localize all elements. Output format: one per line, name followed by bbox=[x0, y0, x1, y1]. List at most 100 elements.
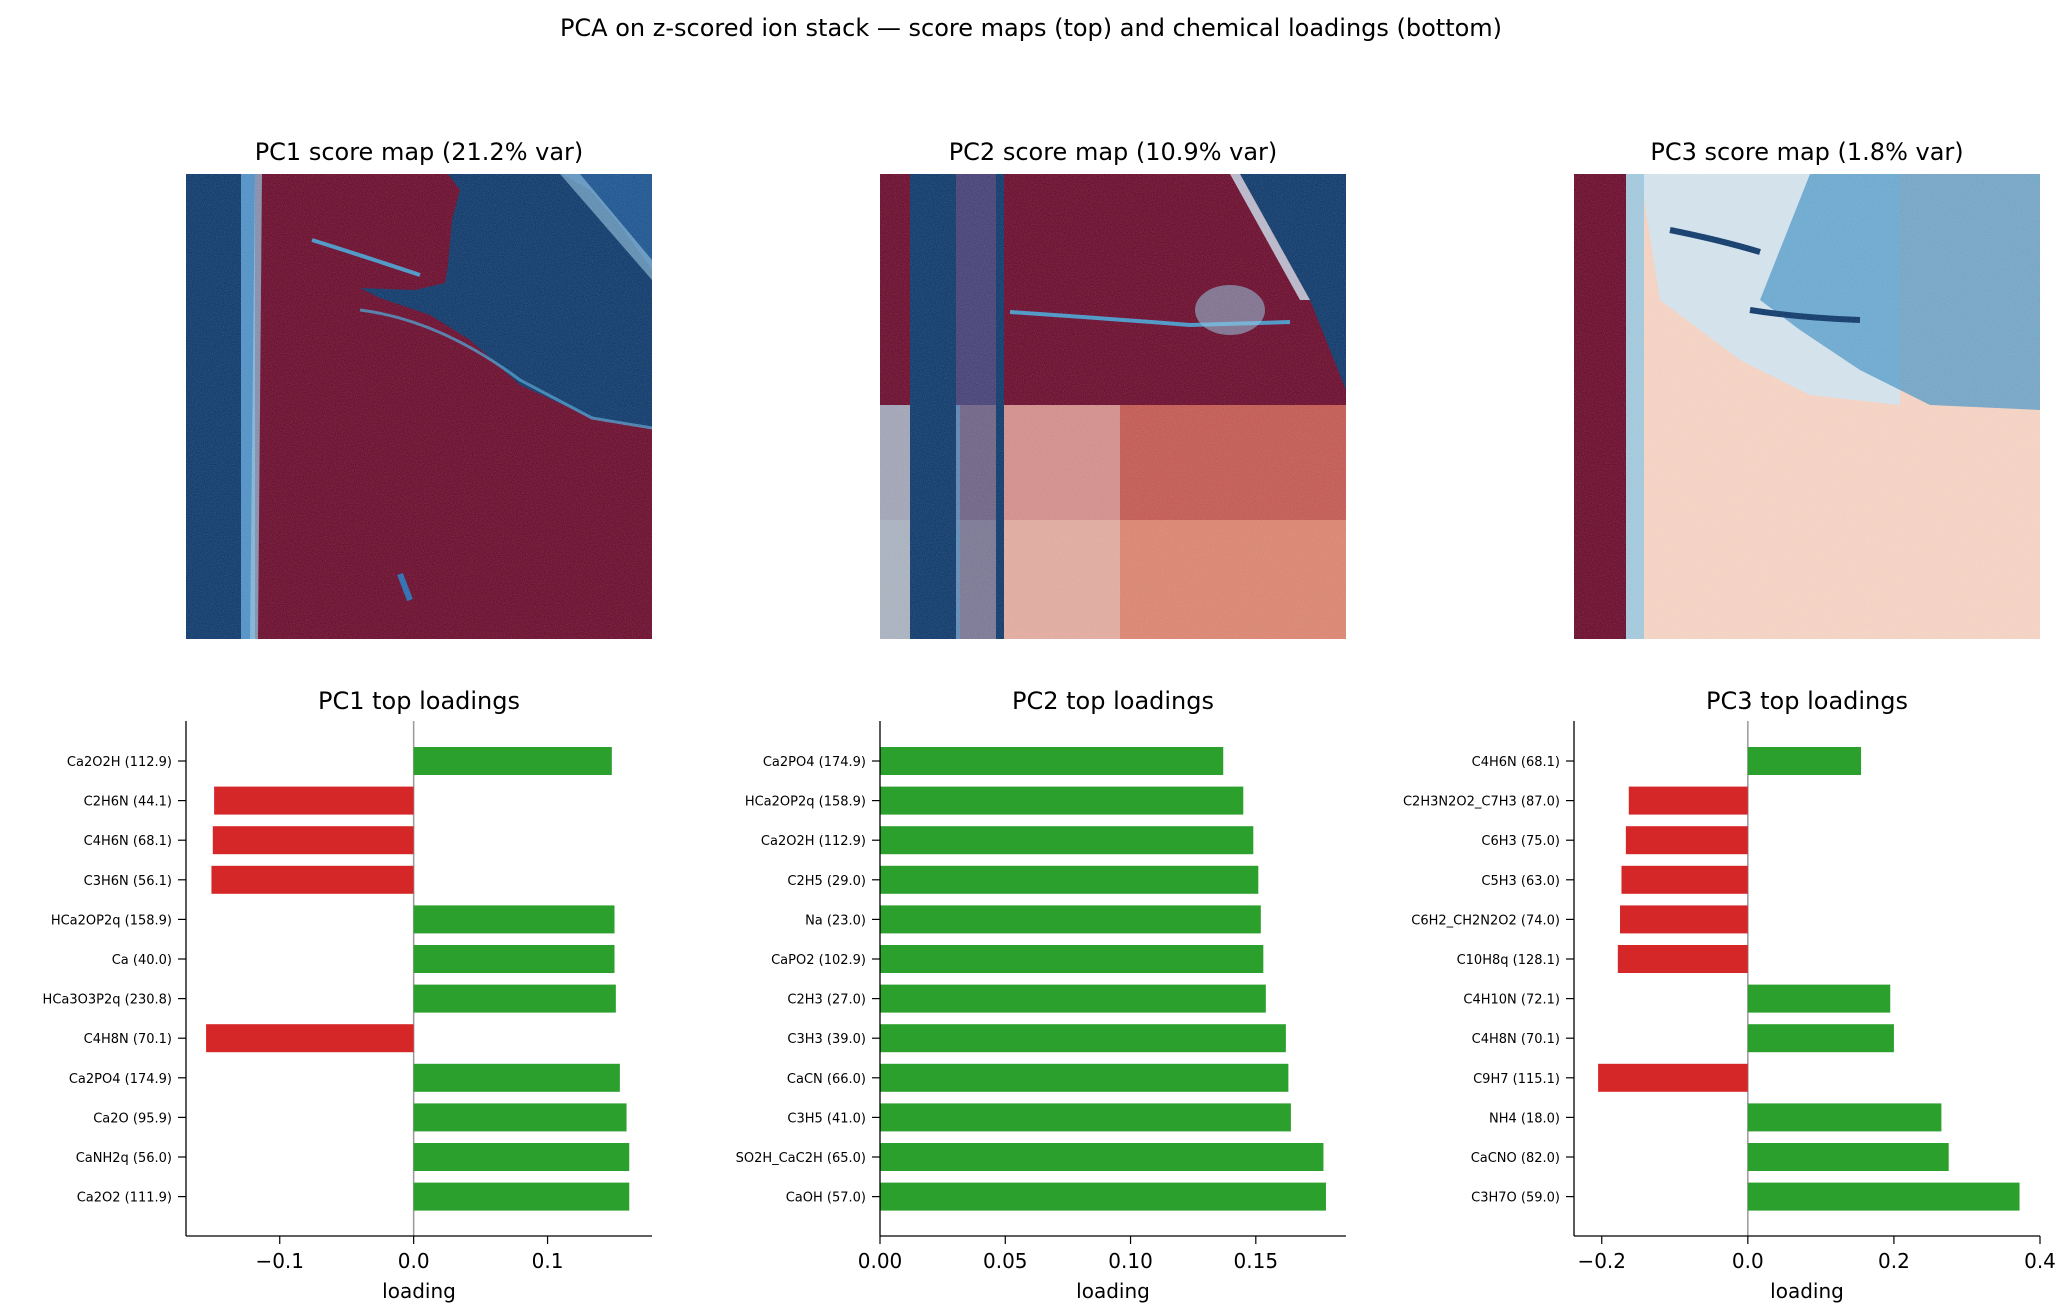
score-map-image bbox=[186, 174, 652, 639]
x-tick-label: 0.05 bbox=[983, 1249, 1028, 1273]
loading-bar bbox=[880, 1103, 1291, 1132]
loading-bar bbox=[880, 1063, 1289, 1092]
x-tick-label: 0.10 bbox=[1108, 1249, 1153, 1273]
loading-bar bbox=[413, 747, 612, 775]
score-map-title: PC3 score map (1.8% var) bbox=[1650, 138, 1963, 166]
loading-bar bbox=[880, 1182, 1326, 1211]
category-label: Ca2PO4 (174.9) bbox=[763, 755, 866, 770]
score-map-pc3: PC3 score map (1.8% var) bbox=[1574, 138, 2040, 639]
category-label: C2H5 (29.0) bbox=[787, 874, 866, 889]
category-label: C9H7 (115.1) bbox=[1473, 1072, 1560, 1087]
loading-bar bbox=[880, 865, 1259, 894]
category-label: C4H10N (72.1) bbox=[1463, 993, 1560, 1008]
category-label: C2H3 (27.0) bbox=[787, 993, 866, 1008]
loading-bar bbox=[1747, 747, 1862, 775]
category-label: NH4 (18.0) bbox=[1489, 1111, 1560, 1126]
category-label: C3H3 (39.0) bbox=[787, 1032, 866, 1047]
category-label: C4H8N (70.1) bbox=[1472, 1032, 1560, 1047]
loading-bar bbox=[1747, 1024, 1894, 1053]
x-tick-label: −0.1 bbox=[255, 1249, 304, 1273]
x-tick-label: 0.00 bbox=[858, 1249, 903, 1273]
chart-title: PC2 top loadings bbox=[1012, 687, 1214, 715]
loading-bar bbox=[1747, 1182, 2020, 1211]
category-label: CaOH (57.0) bbox=[786, 1191, 866, 1206]
x-tick-label: 0.4 bbox=[2024, 1249, 2056, 1273]
loading-bar bbox=[880, 747, 1224, 775]
loadings-chart-pc2: PC2 top loadings Ca2PO4 (174.9) HCa2OP2q (… bbox=[736, 687, 1346, 1303]
loading-bar bbox=[413, 1182, 630, 1211]
loading-bar bbox=[1628, 786, 1748, 815]
x-axis-label: loading bbox=[1770, 1279, 1844, 1303]
category-label: HCa3O3P2q (230.8) bbox=[43, 993, 172, 1008]
loading-bar bbox=[880, 905, 1261, 934]
score-map-title: PC1 score map (21.2% var) bbox=[255, 138, 584, 166]
loading-bar bbox=[413, 1143, 630, 1171]
loading-bar bbox=[1625, 826, 1748, 855]
loading-bar bbox=[1747, 984, 1891, 1013]
x-axis-label: loading bbox=[1076, 1279, 1150, 1303]
category-label: C3H7O (59.0) bbox=[1471, 1191, 1560, 1206]
loading-bar bbox=[880, 1143, 1324, 1171]
category-label: Ca2O2 (111.9) bbox=[77, 1191, 172, 1206]
loading-bar bbox=[880, 984, 1266, 1013]
score-map-pc2: PC2 score map (10.9% var) bbox=[880, 138, 1346, 639]
x-tick-label: 0.0 bbox=[1732, 1249, 1764, 1273]
x-tick-label: 0.15 bbox=[1234, 1249, 1279, 1273]
loading-bar bbox=[211, 865, 414, 894]
loading-bar bbox=[1617, 945, 1748, 973]
chart-title: PC1 top loadings bbox=[318, 687, 520, 715]
score-map-image bbox=[1574, 174, 2040, 639]
category-label: C2H6N (44.1) bbox=[84, 795, 172, 810]
category-label: SO2H_CaC2H (65.0) bbox=[736, 1151, 866, 1166]
loading-bar bbox=[413, 1063, 620, 1092]
loading-bar bbox=[880, 945, 1264, 973]
loading-bar bbox=[214, 786, 414, 815]
category-label: CaNH2q (56.0) bbox=[76, 1151, 172, 1166]
x-tick-label: 0.0 bbox=[398, 1249, 430, 1273]
category-label: HCa2OP2q (158.9) bbox=[745, 795, 866, 810]
category-label: Ca2PO4 (174.9) bbox=[69, 1072, 172, 1087]
loading-bar bbox=[880, 1024, 1286, 1053]
category-label: CaPO2 (102.9) bbox=[771, 953, 866, 968]
category-label: Ca2O (95.9) bbox=[93, 1111, 172, 1126]
x-tick-label: 0.1 bbox=[532, 1249, 564, 1273]
category-label: Ca (40.0) bbox=[112, 953, 172, 968]
category-label: Na (23.0) bbox=[805, 913, 866, 928]
loading-bar bbox=[413, 945, 615, 973]
score-map-pc1: PC1 score map (21.2% var) bbox=[186, 138, 652, 639]
category-label: C5H3 (63.0) bbox=[1481, 874, 1560, 889]
loading-bar bbox=[1621, 865, 1748, 894]
loading-bar bbox=[212, 826, 414, 855]
category-label: CaCN (66.0) bbox=[787, 1072, 866, 1087]
score-map-title: PC2 score map (10.9% var) bbox=[949, 138, 1278, 166]
loading-bar bbox=[413, 905, 615, 934]
category-label: C4H8N (70.1) bbox=[84, 1032, 172, 1047]
loading-bar bbox=[1598, 1063, 1748, 1092]
category-label: C4H6N (68.1) bbox=[84, 834, 172, 849]
x-axis-label: loading bbox=[382, 1279, 456, 1303]
loading-bar bbox=[1747, 1103, 1942, 1132]
loadings-chart-pc3: PC3 top loadings C4H6N (68.1) C2H3N2O2_C7H… bbox=[1403, 687, 2056, 1303]
category-label: C2H3N2O2_C7H3 (87.0) bbox=[1403, 795, 1560, 810]
loading-bar bbox=[1747, 1143, 1949, 1171]
category-label: CaCNO (82.0) bbox=[1471, 1151, 1560, 1166]
category-label: C6H2_CH2N2O2 (74.0) bbox=[1411, 913, 1560, 928]
figure-suptitle: PCA on z-scored ion stack — score maps (… bbox=[560, 14, 1502, 42]
chart-title: PC3 top loadings bbox=[1706, 687, 1908, 715]
category-label: C3H6N (56.1) bbox=[84, 874, 172, 889]
category-label: HCa2OP2q (158.9) bbox=[51, 913, 172, 928]
x-tick-label: −0.2 bbox=[1577, 1249, 1626, 1273]
loading-bar bbox=[1620, 905, 1748, 934]
loading-bar bbox=[413, 984, 616, 1013]
category-label: C10H8q (128.1) bbox=[1457, 953, 1560, 968]
loading-bar bbox=[413, 1103, 627, 1132]
category-label: C3H5 (41.0) bbox=[787, 1111, 866, 1126]
category-label: C4H6N (68.1) bbox=[1472, 755, 1560, 770]
loading-bar bbox=[206, 1024, 414, 1053]
x-tick-label: 0.2 bbox=[1878, 1249, 1910, 1273]
score-map-image bbox=[880, 174, 1346, 639]
category-label: Ca2O2H (112.9) bbox=[67, 755, 172, 770]
loadings-chart-pc1: PC1 top loadings Ca2O2H (112.9) C2H6N (44.… bbox=[43, 687, 652, 1303]
loading-bar bbox=[880, 826, 1254, 855]
